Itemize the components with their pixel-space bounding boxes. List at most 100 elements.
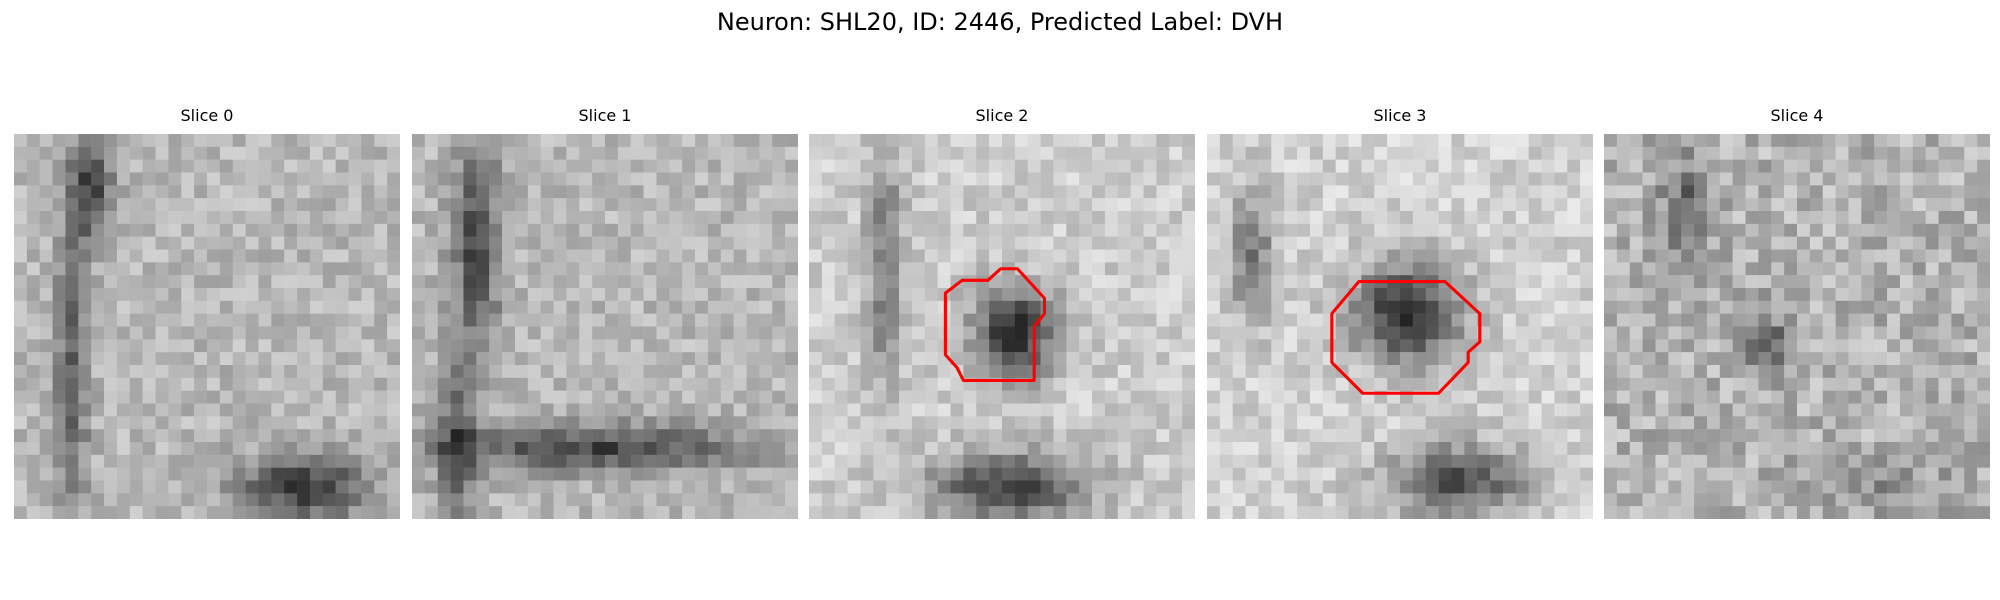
pixel bbox=[1284, 506, 1298, 519]
pixel bbox=[258, 146, 272, 160]
pixel bbox=[937, 377, 951, 391]
pixel bbox=[348, 326, 362, 340]
pixel bbox=[412, 377, 426, 391]
pixel bbox=[669, 275, 683, 289]
pixel bbox=[450, 223, 464, 237]
pixel bbox=[1014, 134, 1028, 148]
pixel bbox=[963, 262, 977, 276]
pixel bbox=[26, 146, 40, 160]
pixel bbox=[682, 172, 696, 186]
pixel bbox=[1348, 326, 1362, 340]
pixel bbox=[1964, 377, 1978, 391]
pixel bbox=[168, 172, 182, 186]
pixel bbox=[26, 339, 40, 353]
pixel bbox=[630, 326, 644, 340]
pixel bbox=[1528, 172, 1542, 186]
pixel bbox=[245, 288, 259, 302]
pixel bbox=[1207, 146, 1221, 160]
pixel bbox=[181, 506, 195, 519]
pixel bbox=[1604, 313, 1618, 327]
pixel bbox=[450, 288, 464, 302]
pixel bbox=[1835, 454, 1849, 468]
pixel bbox=[14, 134, 28, 148]
pixel bbox=[1092, 236, 1106, 250]
pixel bbox=[605, 326, 619, 340]
pixel bbox=[527, 236, 541, 250]
pixel bbox=[1335, 198, 1349, 212]
pixel bbox=[873, 211, 887, 225]
pixel bbox=[553, 377, 567, 391]
pixel bbox=[104, 211, 118, 225]
pixel bbox=[168, 300, 182, 314]
pixel bbox=[1297, 390, 1311, 404]
pixel bbox=[759, 493, 773, 507]
pixel bbox=[514, 429, 529, 443]
pixel bbox=[1515, 249, 1529, 263]
pixel bbox=[1835, 313, 1849, 327]
pixel bbox=[1629, 172, 1643, 186]
pixel bbox=[1387, 416, 1401, 430]
pixel bbox=[707, 300, 722, 314]
pixel bbox=[1951, 480, 1965, 494]
pixel bbox=[886, 262, 900, 276]
pixel bbox=[181, 467, 195, 481]
pixel bbox=[1053, 326, 1067, 340]
pixel bbox=[1477, 262, 1491, 276]
pixel bbox=[39, 134, 53, 148]
pixel bbox=[695, 377, 709, 391]
pixel bbox=[1502, 442, 1517, 456]
pixel bbox=[1515, 365, 1529, 379]
pixel bbox=[116, 159, 131, 173]
pixel bbox=[809, 339, 823, 353]
pixel bbox=[104, 223, 118, 237]
pixel bbox=[1258, 223, 1272, 237]
pixel bbox=[1438, 480, 1452, 494]
pixel bbox=[707, 467, 722, 481]
pixel bbox=[707, 223, 722, 237]
pixel bbox=[707, 134, 722, 148]
pixel bbox=[284, 300, 298, 314]
pixel bbox=[1912, 467, 1926, 481]
pixel bbox=[579, 390, 593, 404]
pixel bbox=[1143, 159, 1157, 173]
pixel bbox=[1066, 159, 1080, 173]
pixel bbox=[643, 326, 657, 340]
pixel bbox=[1143, 172, 1157, 186]
pixel bbox=[502, 236, 516, 250]
pixel bbox=[1784, 454, 1798, 468]
pixel bbox=[1809, 275, 1823, 289]
pixel bbox=[322, 288, 336, 302]
pixel bbox=[181, 390, 195, 404]
pixel bbox=[1655, 493, 1669, 507]
pixel bbox=[65, 416, 79, 430]
pixel bbox=[374, 172, 388, 186]
pixel bbox=[361, 506, 375, 519]
pixel bbox=[168, 223, 182, 237]
pixel bbox=[1002, 442, 1016, 456]
pixel bbox=[540, 159, 554, 173]
pixel bbox=[412, 288, 426, 302]
pixel bbox=[772, 211, 786, 225]
pixel bbox=[1040, 480, 1054, 494]
pixel bbox=[489, 352, 503, 366]
pixel bbox=[834, 288, 848, 302]
pixel bbox=[1784, 211, 1798, 225]
pixel bbox=[809, 506, 823, 519]
pixel bbox=[1668, 377, 1682, 391]
pixel bbox=[1425, 442, 1439, 456]
pixel bbox=[1182, 506, 1195, 519]
pixel bbox=[1835, 185, 1849, 199]
pixel bbox=[1951, 172, 1965, 186]
pixel bbox=[1297, 275, 1311, 289]
pixel bbox=[1297, 262, 1311, 276]
pixel bbox=[258, 506, 272, 519]
pixel bbox=[1899, 390, 1914, 404]
pixel bbox=[412, 275, 426, 289]
pixel bbox=[78, 326, 92, 340]
pixel bbox=[772, 493, 786, 507]
pixel bbox=[1348, 223, 1362, 237]
pixel bbox=[437, 223, 451, 237]
pixel bbox=[566, 339, 580, 353]
pixel bbox=[1719, 493, 1733, 507]
pixel bbox=[1848, 493, 1862, 507]
